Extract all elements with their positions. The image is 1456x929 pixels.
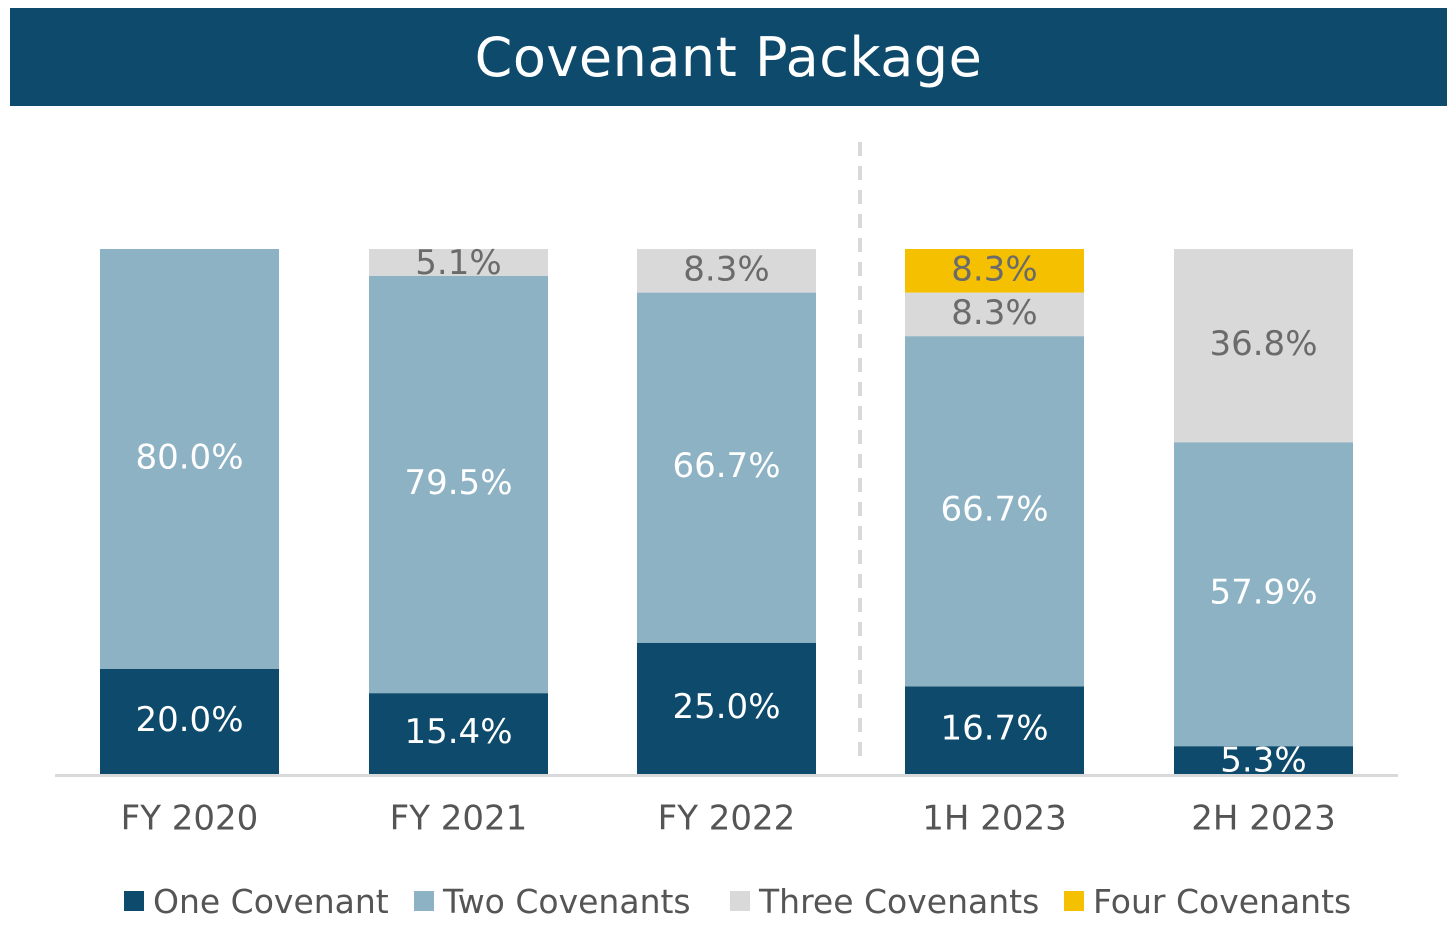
data-label-one-covenant-1h-2023: 16.7% <box>940 709 1048 749</box>
x-tick-label-fy-2020: FY 2020 <box>121 799 259 839</box>
legend-swatch-three-covenants <box>730 891 750 911</box>
data-label-three-covenants-fy-2021: 5.1% <box>415 243 501 283</box>
legend: One Covenant Two Covenants Three Covenants… <box>0 876 1456 926</box>
bar-one-covenant-fy-2020 <box>100 669 279 774</box>
data-label-three-covenants-1h-2023: 8.3% <box>951 293 1037 333</box>
legend-swatch-one-covenant <box>124 891 144 911</box>
legend-item-one-covenant: One Covenant <box>124 876 389 926</box>
data-label-two-covenants-2h-2023: 57.9% <box>1209 573 1317 613</box>
data-label-one-covenant-2h-2023: 5.3% <box>1220 741 1306 781</box>
bar-three-covenants-2h-2023 <box>1174 249 1353 443</box>
legend-item-two-covenants: Two Covenants <box>414 876 691 926</box>
data-label-two-covenants-fy-2021: 79.5% <box>404 463 512 503</box>
data-label-three-covenants-fy-2022: 8.3% <box>683 249 769 289</box>
data-label-two-covenants-fy-2020: 80.0% <box>135 438 243 478</box>
bar-one-covenant-fy-2022 <box>637 642 816 774</box>
bar-three-covenants-1h-2023 <box>905 292 1084 337</box>
bar-two-covenants-fy-2020 <box>100 249 279 669</box>
data-label-one-covenant-fy-2022: 25.0% <box>672 687 780 727</box>
legend-label-three-covenants: Three Covenants <box>759 881 1040 921</box>
bar-one-covenant-1h-2023 <box>905 686 1084 774</box>
legend-label-four-covenants: Four Covenants <box>1093 881 1352 921</box>
bar-two-covenants-fy-2021 <box>369 275 548 694</box>
data-label-one-covenant-fy-2021: 15.4% <box>404 712 512 752</box>
bar-two-covenants-2h-2023 <box>1174 442 1353 747</box>
legend-swatch-four-covenants <box>1064 891 1084 911</box>
data-label-four-covenants-1h-2023: 8.3% <box>951 249 1037 289</box>
data-label-three-covenants-2h-2023: 36.8% <box>1209 324 1317 364</box>
data-label-two-covenants-1h-2023: 66.7% <box>940 490 1048 530</box>
x-tick-label-2h-2023: 2H 2023 <box>1191 799 1336 839</box>
legend-item-four-covenants: Four Covenants <box>1064 876 1351 926</box>
legend-label-one-covenant: One Covenant <box>153 881 389 921</box>
legend-item-three-covenants: Three Covenants <box>730 876 1039 926</box>
bar-three-covenants-fy-2021 <box>369 249 548 276</box>
x-tick-label-fy-2022: FY 2022 <box>658 799 796 839</box>
x-tick-label-1h-2023: 1H 2023 <box>922 799 1067 839</box>
bar-four-covenants-1h-2023 <box>905 249 1084 293</box>
data-label-two-covenants-fy-2022: 66.7% <box>672 446 780 486</box>
bar-three-covenants-fy-2022 <box>637 249 816 293</box>
bar-two-covenants-fy-2022 <box>637 292 816 643</box>
bar-two-covenants-1h-2023 <box>905 336 1084 687</box>
x-tick-label-fy-2021: FY 2021 <box>390 799 528 839</box>
chart-title: Covenant Package <box>10 8 1447 106</box>
legend-label-two-covenants: Two Covenants <box>443 881 691 921</box>
data-label-one-covenant-fy-2020: 20.0% <box>135 700 243 740</box>
legend-swatch-two-covenants <box>414 891 434 911</box>
bar-one-covenant-2h-2023 <box>1174 746 1353 774</box>
bar-one-covenant-fy-2021 <box>369 693 548 774</box>
